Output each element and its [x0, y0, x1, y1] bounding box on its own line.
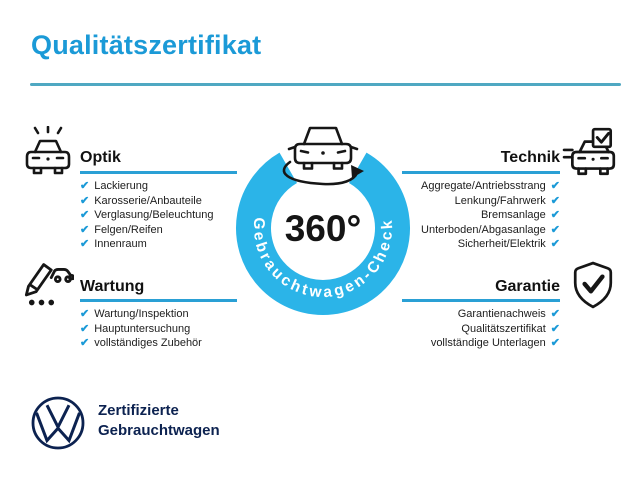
car-checkbox-icon [562, 127, 616, 176]
check-icon: ✔ [80, 180, 90, 192]
list-item: Aggregate/Antriebsstrang ✔ [330, 179, 560, 194]
list-item-label: Sicherheit/Elektrik [457, 238, 546, 250]
check-icon: ✔ [550, 322, 560, 335]
check-icon: ✔ [550, 223, 560, 236]
footer-brand-text: Zertifizierte Gebrauchtwagen [98, 401, 220, 440]
title-divider [30, 83, 621, 86]
check-icon: ✔ [80, 194, 90, 207]
section-rule-technik [402, 171, 560, 174]
list-item-label: vollständiges Zubehör [94, 337, 202, 349]
list-item-label: Unterboden/Abgasanlage [421, 223, 546, 236]
list-item: Bremsanlage ✔ [330, 208, 560, 223]
car-360-icon [282, 126, 364, 186]
section-title-technik: Technik [500, 149, 560, 166]
ring-arc [236, 152, 410, 315]
check-icon: ✔ [550, 308, 560, 320]
list-item-label: Verglasung/Beleuchtung [94, 209, 214, 221]
list-item: Garantienachweis ✔ [330, 307, 560, 322]
check-icon: ✔ [550, 194, 560, 207]
section-rule-wartung [80, 299, 237, 302]
list-item: ✔ Karosserie/Anbauteile [80, 194, 213, 209]
section-title-optik: Optik [80, 149, 121, 166]
check-icon: ✔ [80, 223, 90, 236]
check-icon: ✔ [550, 238, 560, 250]
section-title-wartung: Wartung [80, 278, 145, 295]
page-title: Qualitätszertifikat [31, 30, 262, 60]
list-item-label: vollständige Unterlagen [430, 337, 546, 349]
check-icon: ✔ [80, 209, 90, 221]
list-item-label: Bremsanlage [480, 209, 546, 221]
vw-logo [31, 396, 85, 450]
shield-check-icon [573, 261, 613, 309]
check-icon: ✔ [80, 308, 90, 320]
check-icon: ✔ [550, 180, 560, 192]
list-item: ✔ Wartung/Inspektion [80, 307, 202, 322]
list-item: ✔ Verglasung/Beleuchtung [80, 208, 213, 223]
car-shine-icon [25, 126, 71, 175]
list-item-label: Qualitätszertifikat [461, 322, 546, 335]
list-item: ✔ Innenraum [80, 237, 213, 252]
list-item: ✔ vollständiges Zubehör [80, 336, 202, 351]
list-item: vollständige Unterlagen ✔ [330, 336, 560, 351]
list-item-label: Karosserie/Anbauteile [94, 194, 202, 207]
wartung-list: ✔ Wartung/Inspektion ✔ Hauptuntersuchung ✔… [80, 307, 202, 351]
list-item: Qualitätszertifikat ✔ [330, 322, 560, 337]
garantie-list: Garantienachweis ✔ Qualitätszertifikat ✔ v… [330, 307, 560, 351]
footer-line-1: Zertifizierte [98, 402, 179, 419]
list-item: ✔ Lackierung [80, 179, 213, 194]
360-value: 360° [285, 208, 362, 249]
service-checklist-icon [24, 263, 74, 306]
check-icon: ✔ [80, 337, 90, 349]
list-item-label: Lackierung [94, 180, 149, 192]
check-icon: ✔ [550, 337, 560, 349]
check-icon: ✔ [80, 238, 90, 250]
list-item-label: Aggregate/Antriebsstrang [421, 180, 546, 192]
technik-list: Aggregate/Antriebsstrang ✔ Lenkung/Fahrwe… [330, 179, 560, 252]
section-title-garantie: Garantie [495, 278, 560, 295]
list-item-label: Felgen/Reifen [94, 223, 163, 236]
list-item-label: Innenraum [94, 238, 147, 250]
check-icon: ✔ [550, 209, 560, 221]
section-rule-garantie [402, 299, 560, 302]
list-item-label: Wartung/Inspektion [94, 308, 189, 320]
list-item: Lenkung/Fahrwerk ✔ [330, 194, 560, 209]
list-item: ✔ Hauptuntersuchung [80, 322, 202, 337]
list-item-label: Garantienachweis [457, 308, 546, 320]
list-item: ✔ Felgen/Reifen [80, 223, 213, 238]
list-item-label: Lenkung/Fahrwerk [454, 194, 546, 207]
list-item-label: Hauptuntersuchung [94, 322, 191, 335]
section-rule-optik [80, 171, 237, 174]
check-icon: ✔ [80, 322, 90, 335]
list-item: Unterboden/Abgasanlage ✔ [330, 223, 560, 238]
optik-list: ✔ Lackierung ✔ Karosserie/Anbauteile ✔ Verg… [80, 179, 213, 252]
footer-line-2: Gebrauchtwagen [98, 421, 220, 439]
list-item: Sicherheit/Elektrik ✔ [330, 237, 560, 252]
360-check-ring: Gebrauchtwagen-Check 360° [236, 126, 410, 315]
